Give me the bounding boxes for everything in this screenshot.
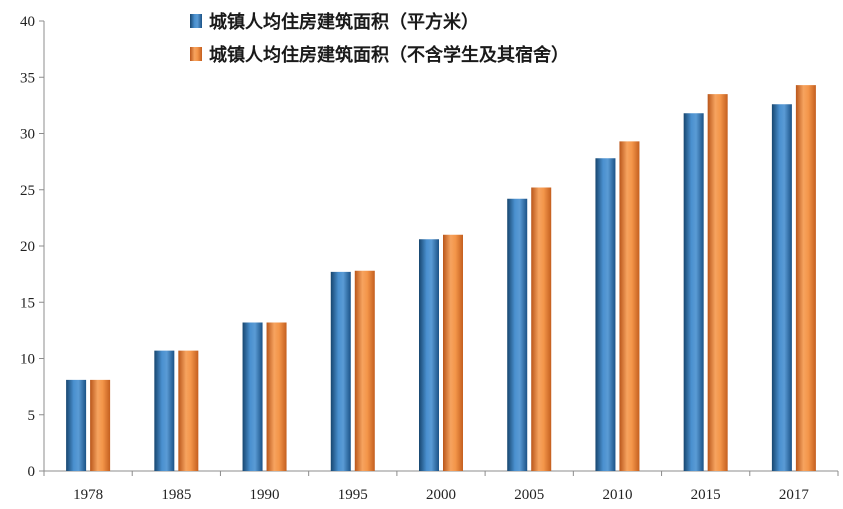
bar-2-1978 (90, 379, 111, 471)
x-tick-label: 2005 (514, 487, 544, 503)
legend-label-series-1: 城镇人均住房建筑面积（平方米） (209, 11, 479, 33)
x-tick-label: 1985 (161, 487, 191, 503)
x-tick-label: 1990 (250, 487, 280, 503)
bar-2-2015 (707, 94, 728, 471)
bar-1-2010 (595, 158, 616, 471)
bar-1-1995 (330, 271, 351, 471)
bar-2-2017 (795, 85, 816, 471)
y-tick-label: 5 (28, 408, 36, 424)
bar-2-2010 (619, 141, 640, 471)
legend-swatch-series-1 (190, 14, 202, 28)
bars (66, 85, 816, 471)
bar-1-2005 (507, 198, 528, 471)
bar-1-1985 (154, 350, 175, 471)
y-tick-label: 35 (20, 70, 35, 86)
x-tick-label: 1978 (73, 487, 103, 503)
bar-1-1990 (242, 322, 263, 471)
bar-2-1985 (178, 350, 199, 471)
legend-label-series-2: 城镇人均住房建筑面积（不含学生及其宿舍） (209, 44, 569, 66)
legend: 城镇人均住房建筑面积（平方米） 城镇人均住房建筑面积（不含学生及其宿舍） (190, 11, 569, 66)
x-tick-label: 2015 (691, 487, 721, 503)
y-tick-label: 10 (20, 352, 35, 368)
y-tick-label: 40 (20, 14, 35, 30)
y-tick-label: 15 (20, 295, 35, 311)
x-tick-label: 2010 (602, 487, 632, 503)
bar-1-2000 (419, 239, 439, 471)
bar-1-1978 (66, 379, 87, 471)
bar-1-2017 (771, 104, 792, 471)
bar-2-1995 (354, 270, 375, 471)
bar-1-2015 (683, 113, 704, 471)
y-tick-label: 0 (28, 464, 36, 480)
y-tick-label: 30 (20, 127, 35, 143)
legend-swatch-series-2 (190, 47, 202, 61)
bar-2-2000 (443, 234, 463, 471)
x-tick-label: 2017 (779, 487, 810, 503)
y-tick-label: 20 (20, 239, 35, 255)
axes: 0 5 10 15 20 25 30 35 40 1978 1985 1990 1995 2000 2005… (20, 14, 839, 503)
bar-2-1990 (266, 322, 287, 471)
x-tick-label: 2000 (426, 487, 456, 503)
y-tick-label: 25 (20, 183, 35, 199)
x-tick-label: 1995 (338, 487, 368, 503)
bar-2-2005 (531, 187, 552, 471)
